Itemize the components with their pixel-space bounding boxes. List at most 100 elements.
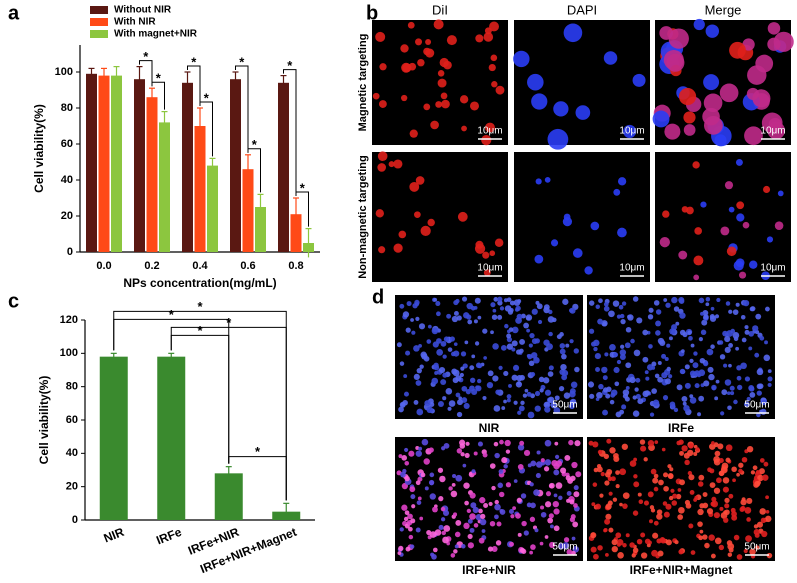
cell xyxy=(713,487,721,494)
cell xyxy=(685,503,692,509)
cell xyxy=(569,499,575,505)
cell xyxy=(625,362,632,369)
cell xyxy=(613,352,619,358)
cell xyxy=(461,397,468,403)
cell xyxy=(693,274,700,281)
scale-bar-label: 50μm xyxy=(744,400,769,411)
cell xyxy=(665,503,672,510)
cell xyxy=(482,251,490,259)
cell xyxy=(676,384,683,391)
cell xyxy=(464,500,469,506)
cell xyxy=(463,402,470,410)
cell xyxy=(761,399,767,406)
cell xyxy=(463,522,470,529)
cell xyxy=(410,494,416,500)
cell xyxy=(652,477,659,484)
cell xyxy=(767,37,781,51)
cell xyxy=(398,454,403,459)
cell xyxy=(481,135,492,146)
cell xyxy=(616,314,622,319)
cell xyxy=(415,38,423,46)
cell xyxy=(527,353,533,360)
cell xyxy=(675,321,680,326)
cell xyxy=(724,503,730,509)
cell xyxy=(573,348,579,354)
cell xyxy=(540,458,545,463)
cell xyxy=(765,515,772,523)
cell xyxy=(435,101,443,108)
cell xyxy=(517,410,522,415)
row-header: Non-magnetic targeting xyxy=(357,155,369,278)
cell xyxy=(493,297,499,302)
cell xyxy=(588,328,595,334)
cell xyxy=(464,340,469,345)
cell xyxy=(675,493,682,500)
cell xyxy=(445,388,453,395)
cell xyxy=(494,452,500,459)
cell xyxy=(570,381,578,389)
cell xyxy=(554,441,559,446)
cell xyxy=(573,491,580,498)
cell xyxy=(575,471,582,478)
cell xyxy=(767,382,772,388)
y-tick-label: 20 xyxy=(66,481,78,493)
cell xyxy=(724,346,731,354)
cell xyxy=(559,348,566,355)
cell xyxy=(605,393,611,399)
cell xyxy=(656,513,663,520)
cell xyxy=(664,378,671,385)
cell xyxy=(657,550,664,557)
cell xyxy=(710,553,716,559)
cell xyxy=(442,396,447,401)
cell xyxy=(506,333,512,339)
cell xyxy=(495,540,502,546)
cell xyxy=(625,326,632,333)
cell xyxy=(516,497,522,503)
cell xyxy=(519,348,524,354)
cell xyxy=(595,503,602,510)
cell xyxy=(516,313,523,320)
cell xyxy=(604,518,611,525)
cell xyxy=(636,538,643,545)
cell xyxy=(752,465,758,471)
cell xyxy=(377,163,386,172)
cell xyxy=(415,380,422,386)
cell xyxy=(553,493,558,498)
cell xyxy=(559,343,566,349)
cell xyxy=(571,461,578,469)
cell xyxy=(613,366,620,374)
cell xyxy=(699,503,705,509)
cell xyxy=(595,367,600,372)
cell xyxy=(460,351,467,357)
cell xyxy=(604,471,611,478)
cell xyxy=(743,401,750,408)
cell xyxy=(548,331,553,337)
cell xyxy=(408,526,413,532)
cell xyxy=(439,475,446,483)
cell xyxy=(489,520,496,527)
cell xyxy=(554,454,560,459)
cell xyxy=(477,378,482,384)
cell xyxy=(655,330,661,336)
scale-bar-label: 50μm xyxy=(552,542,577,553)
cell xyxy=(491,485,496,491)
cell xyxy=(739,271,747,279)
cell xyxy=(573,485,579,491)
cell xyxy=(669,467,674,472)
cell xyxy=(714,537,722,545)
cell xyxy=(437,467,444,473)
cell xyxy=(692,362,699,369)
cell xyxy=(615,470,620,475)
cell xyxy=(379,63,387,71)
cell xyxy=(721,462,729,470)
cell xyxy=(470,502,477,509)
cell xyxy=(498,469,504,474)
micrograph: 50μm xyxy=(395,437,583,561)
cell xyxy=(713,442,719,448)
cell xyxy=(461,544,466,549)
cell xyxy=(477,363,483,369)
cell xyxy=(605,552,609,557)
cell xyxy=(703,93,723,113)
cell xyxy=(765,306,770,312)
